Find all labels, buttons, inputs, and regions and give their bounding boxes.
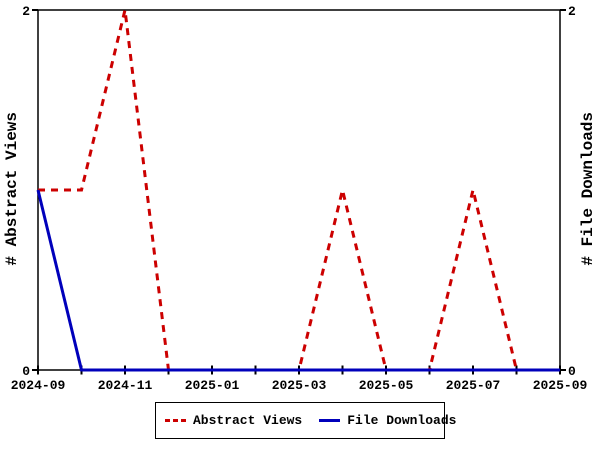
plot-border	[37, 9, 561, 371]
y-tick-label-right: 0	[568, 364, 576, 379]
legend-label-file-downloads: File Downloads	[347, 413, 457, 428]
x-tick-label: 2025-07	[446, 378, 501, 393]
x-tick-label: 2025-09	[533, 378, 588, 393]
file-downloads-line-sample	[319, 419, 341, 422]
x-tick-label: 2025-01	[185, 378, 240, 393]
y-tick-label-left: 2	[22, 4, 30, 19]
legend-label-abstract-views: Abstract Views	[193, 413, 303, 428]
abstract-views-line-sample	[165, 419, 186, 422]
series-line-abstract-views	[38, 9, 560, 372]
series-line-file-downloads	[36, 189, 560, 372]
legend: Abstract Views File Downloads	[155, 402, 456, 439]
x-tick-label: 2024-11	[98, 378, 153, 393]
y-tick-label-right: 2	[568, 4, 576, 19]
x-tick-label: 2024-09	[11, 378, 66, 393]
x-tick-label: 2025-05	[359, 378, 414, 393]
x-tick-label: 2025-03	[272, 378, 327, 393]
y-tick-label-left: 0	[22, 364, 30, 379]
right-axis-label: # File Downloads	[579, 112, 597, 266]
